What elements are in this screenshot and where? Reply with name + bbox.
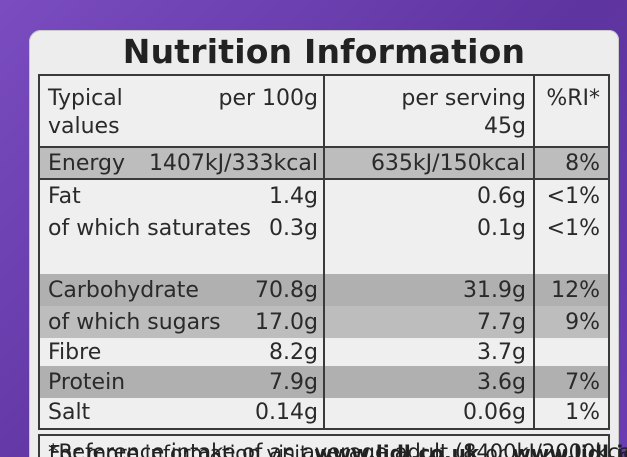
header-divider — [40, 146, 608, 148]
header-typical: Typical — [48, 86, 123, 111]
column-divider-2 — [533, 76, 535, 428]
nutrition-label: Nutrition Information Typical values per… — [29, 30, 627, 457]
label-title: Nutrition Information — [122, 32, 526, 71]
footnote-text: *Reference intake of an average adult (8… — [48, 440, 627, 457]
more-info-url-uk: www.lidl.co.uk — [314, 441, 480, 457]
row-ri-energy: 8% — [565, 151, 600, 176]
row-per100-saturates: 0.3g — [269, 216, 318, 241]
row-ri-fat: <1% — [546, 184, 600, 209]
row-per100-fat: 1.4g — [269, 184, 318, 209]
row-serving-sugars: 7.7g — [477, 310, 526, 335]
row-per100-fibre: 8.2g — [269, 340, 318, 365]
header-values: values — [48, 114, 120, 139]
row-ri-carbohydrate: 12% — [551, 278, 600, 303]
row-ri-saturates: <1% — [546, 216, 600, 241]
column-divider-1 — [323, 76, 325, 428]
more-info-url-ie: www.lidl.ie — [512, 441, 627, 457]
row-ri-sugars: 9% — [565, 310, 600, 335]
more-info-middle: or — [479, 441, 513, 457]
more-info-prefix: For more information visit — [49, 441, 315, 457]
row-per100-sugars: 17.0g — [255, 310, 318, 335]
reference-intake-footnote: *Reference intake of an average adult (8… — [38, 434, 627, 457]
row-name-fat: Fat — [48, 184, 81, 209]
energy-divider — [40, 178, 608, 180]
row-name-protein: Protein — [48, 370, 126, 395]
row-serving-saturates: 0.1g — [477, 216, 526, 241]
row-name-sugars: of which sugars — [48, 310, 221, 335]
row-serving-salt: 0.06g — [463, 400, 526, 425]
row-serving-protein: 3.6g — [477, 370, 526, 395]
row-serving-carbohydrate: 31.9g — [463, 278, 526, 303]
row-per100-salt: 0.14g — [255, 400, 318, 425]
row-name-fibre: Fibre — [48, 340, 102, 365]
header-per-serving: per serving — [401, 86, 526, 111]
row-per100-protein: 7.9g — [269, 370, 318, 395]
row-name-carbohydrate: Carbohydrate — [48, 278, 199, 303]
row-name-energy: Energy — [48, 151, 126, 176]
header-serving-size: 45g — [484, 114, 526, 139]
row-per100-energy: 1407kJ/333kcal — [148, 151, 318, 176]
row-per100-carbohydrate: 70.8g — [255, 278, 318, 303]
row-name-saturates: of which saturates — [48, 216, 251, 241]
header-ri: %RI* — [546, 86, 600, 111]
row-serving-energy: 635kJ/150kcal — [370, 151, 526, 176]
header-per-100g: per 100g — [218, 86, 319, 111]
row-serving-fat: 0.6g — [477, 184, 526, 209]
row-name-salt: Salt — [48, 400, 91, 425]
row-ri-salt: 1% — [565, 400, 600, 425]
row-serving-fibre: 3.7g — [477, 340, 526, 365]
nutrition-table: Typical values per 100g per serving 45g … — [38, 74, 610, 430]
row-ri-protein: 7% — [565, 370, 600, 395]
more-info-line: For more information visit www.lidl.co.u… — [49, 441, 627, 457]
